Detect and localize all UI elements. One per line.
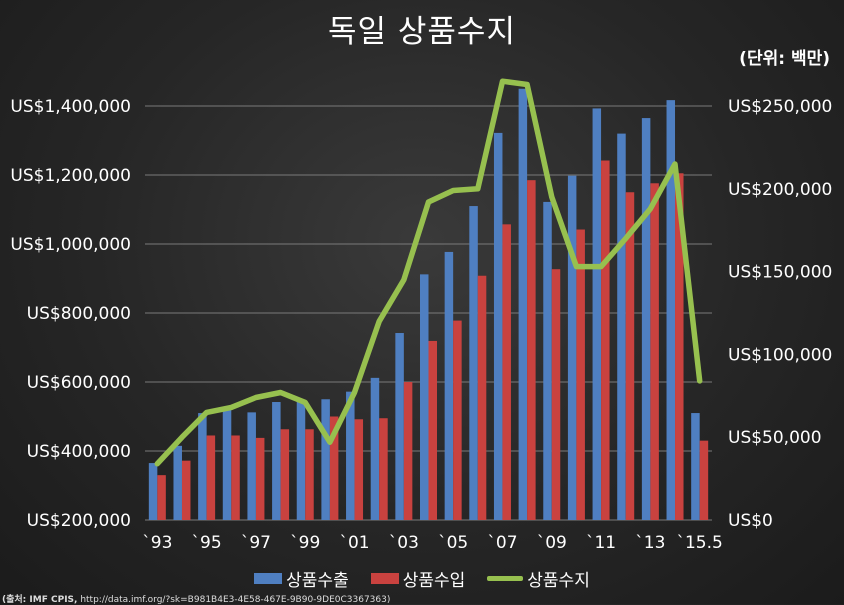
export-bar: [592, 108, 602, 520]
x-tick-label: `99: [290, 533, 320, 553]
left-tick-label: US$800,000: [27, 304, 131, 324]
legend-label-import: 상품수입: [402, 571, 466, 591]
right-tick-label: US$150,000: [728, 263, 832, 283]
right-tick-label: US$250,000: [728, 97, 832, 117]
left-axis: US$200,000 US$400,000 US$600,000 US$800,000…: [10, 97, 131, 531]
export-bar: [148, 463, 158, 520]
export-bar: [518, 88, 528, 520]
x-tick-label: `09: [537, 533, 567, 553]
left-tick-label: US$600,000: [27, 373, 131, 393]
import-bar: [428, 340, 437, 520]
import-bar: [403, 382, 413, 520]
export-bar: [567, 175, 577, 520]
export-bar: [272, 402, 281, 520]
left-tick-label: US$400,000: [27, 442, 131, 462]
export-bar: [543, 201, 552, 520]
export-bar: [370, 377, 380, 520]
import-bar: [527, 180, 536, 521]
export-bar: [641, 118, 651, 520]
export-bar: [691, 413, 700, 520]
import-bar: [157, 475, 166, 520]
export-bar: [198, 413, 207, 520]
import-bar: [255, 437, 265, 520]
import-bar: [231, 435, 240, 520]
x-tick-label: `13: [635, 533, 665, 553]
chart-title: 독일 상품수지: [328, 14, 516, 50]
legend-swatch-export: [254, 573, 283, 584]
x-tick-label: `07: [487, 533, 517, 553]
import-bar: [576, 229, 585, 520]
x-tick-label: `03: [389, 533, 419, 553]
right-tick-label: US$100,000: [728, 345, 832, 365]
import-bar: [650, 183, 659, 520]
import-bar: [181, 460, 191, 520]
export-bar: [444, 251, 454, 520]
balance-line: [154, 78, 703, 467]
import-bar: [699, 440, 709, 520]
right-tick-label: US$50,000: [728, 428, 822, 448]
export-bar: [420, 274, 429, 520]
export-bar: [247, 412, 256, 520]
legend-swatch-import: [370, 573, 399, 584]
export-bar: [222, 409, 232, 520]
legend: 상품수출 상품수입 상품수지: [0, 566, 844, 591]
export-bar: [617, 133, 626, 520]
source-label: (출처: IMF CPIS,: [2, 595, 78, 605]
import-bar: [280, 429, 290, 520]
left-tick-label: US$1,000,000: [10, 235, 131, 255]
import-bar: [601, 160, 610, 520]
import-bar: [329, 416, 339, 520]
export-bar: [296, 400, 306, 520]
import-bar: [453, 320, 462, 520]
x-tick-label: `01: [339, 533, 369, 553]
left-tick-label: US$1,200,000: [10, 166, 131, 186]
import-bar: [625, 192, 635, 520]
export-bar: [666, 100, 676, 520]
export-bar: [469, 206, 478, 521]
export-bar: [493, 132, 503, 520]
source-url[interactable]: http://data.imf.org/?sk=B981B4E3-4E58-46…: [80, 595, 391, 605]
import-bar: [379, 418, 388, 520]
x-axis: `93 `95 `97 `99 `01 `03 `05 `07 `09 `11 `13 `15.5: [142, 533, 723, 553]
legend-label-export: 상품수출: [286, 571, 349, 591]
x-tick-label: `97: [241, 533, 271, 553]
x-tick-label: `95: [192, 533, 222, 553]
right-axis: US$0 US$50,000 US$100,000 US$150,000 US$200,…: [728, 97, 832, 531]
legend-item-import: 상품수입: [370, 566, 466, 591]
export-bar: [395, 333, 404, 520]
x-tick-label: `05: [438, 533, 468, 553]
left-tick-label: US$200,000: [27, 511, 131, 531]
bars: [148, 88, 709, 521]
x-tick-label: `93: [142, 533, 172, 553]
unit-label: (단위: 백만): [739, 49, 830, 69]
x-tick-label: `11: [586, 533, 616, 553]
import-bar: [305, 429, 314, 520]
legend-swatch-balance: [487, 576, 524, 581]
balance-line-group: [154, 78, 703, 467]
import-bar: [206, 435, 216, 520]
source-note: (출처: IMF CPIS, http://data.imf.org/?sk=B…: [2, 592, 390, 605]
import-bar: [502, 224, 511, 520]
left-tick-label: US$1,400,000: [10, 97, 131, 117]
import-bar: [551, 269, 561, 520]
right-tick-label: US$200,000: [728, 180, 832, 200]
export-bar: [346, 391, 355, 520]
x-tick-label: `15.5: [676, 533, 722, 553]
legend-item-export: 상품수출: [254, 566, 349, 591]
export-bar: [321, 399, 330, 520]
legend-label-balance: 상품수지: [527, 571, 590, 591]
import-bar: [477, 275, 487, 520]
legend-item-balance: 상품수지: [487, 566, 590, 591]
export-bar: [173, 445, 182, 520]
right-tick-label: US$0: [728, 511, 773, 531]
import-bar: [354, 419, 364, 520]
import-bar: [675, 173, 684, 520]
